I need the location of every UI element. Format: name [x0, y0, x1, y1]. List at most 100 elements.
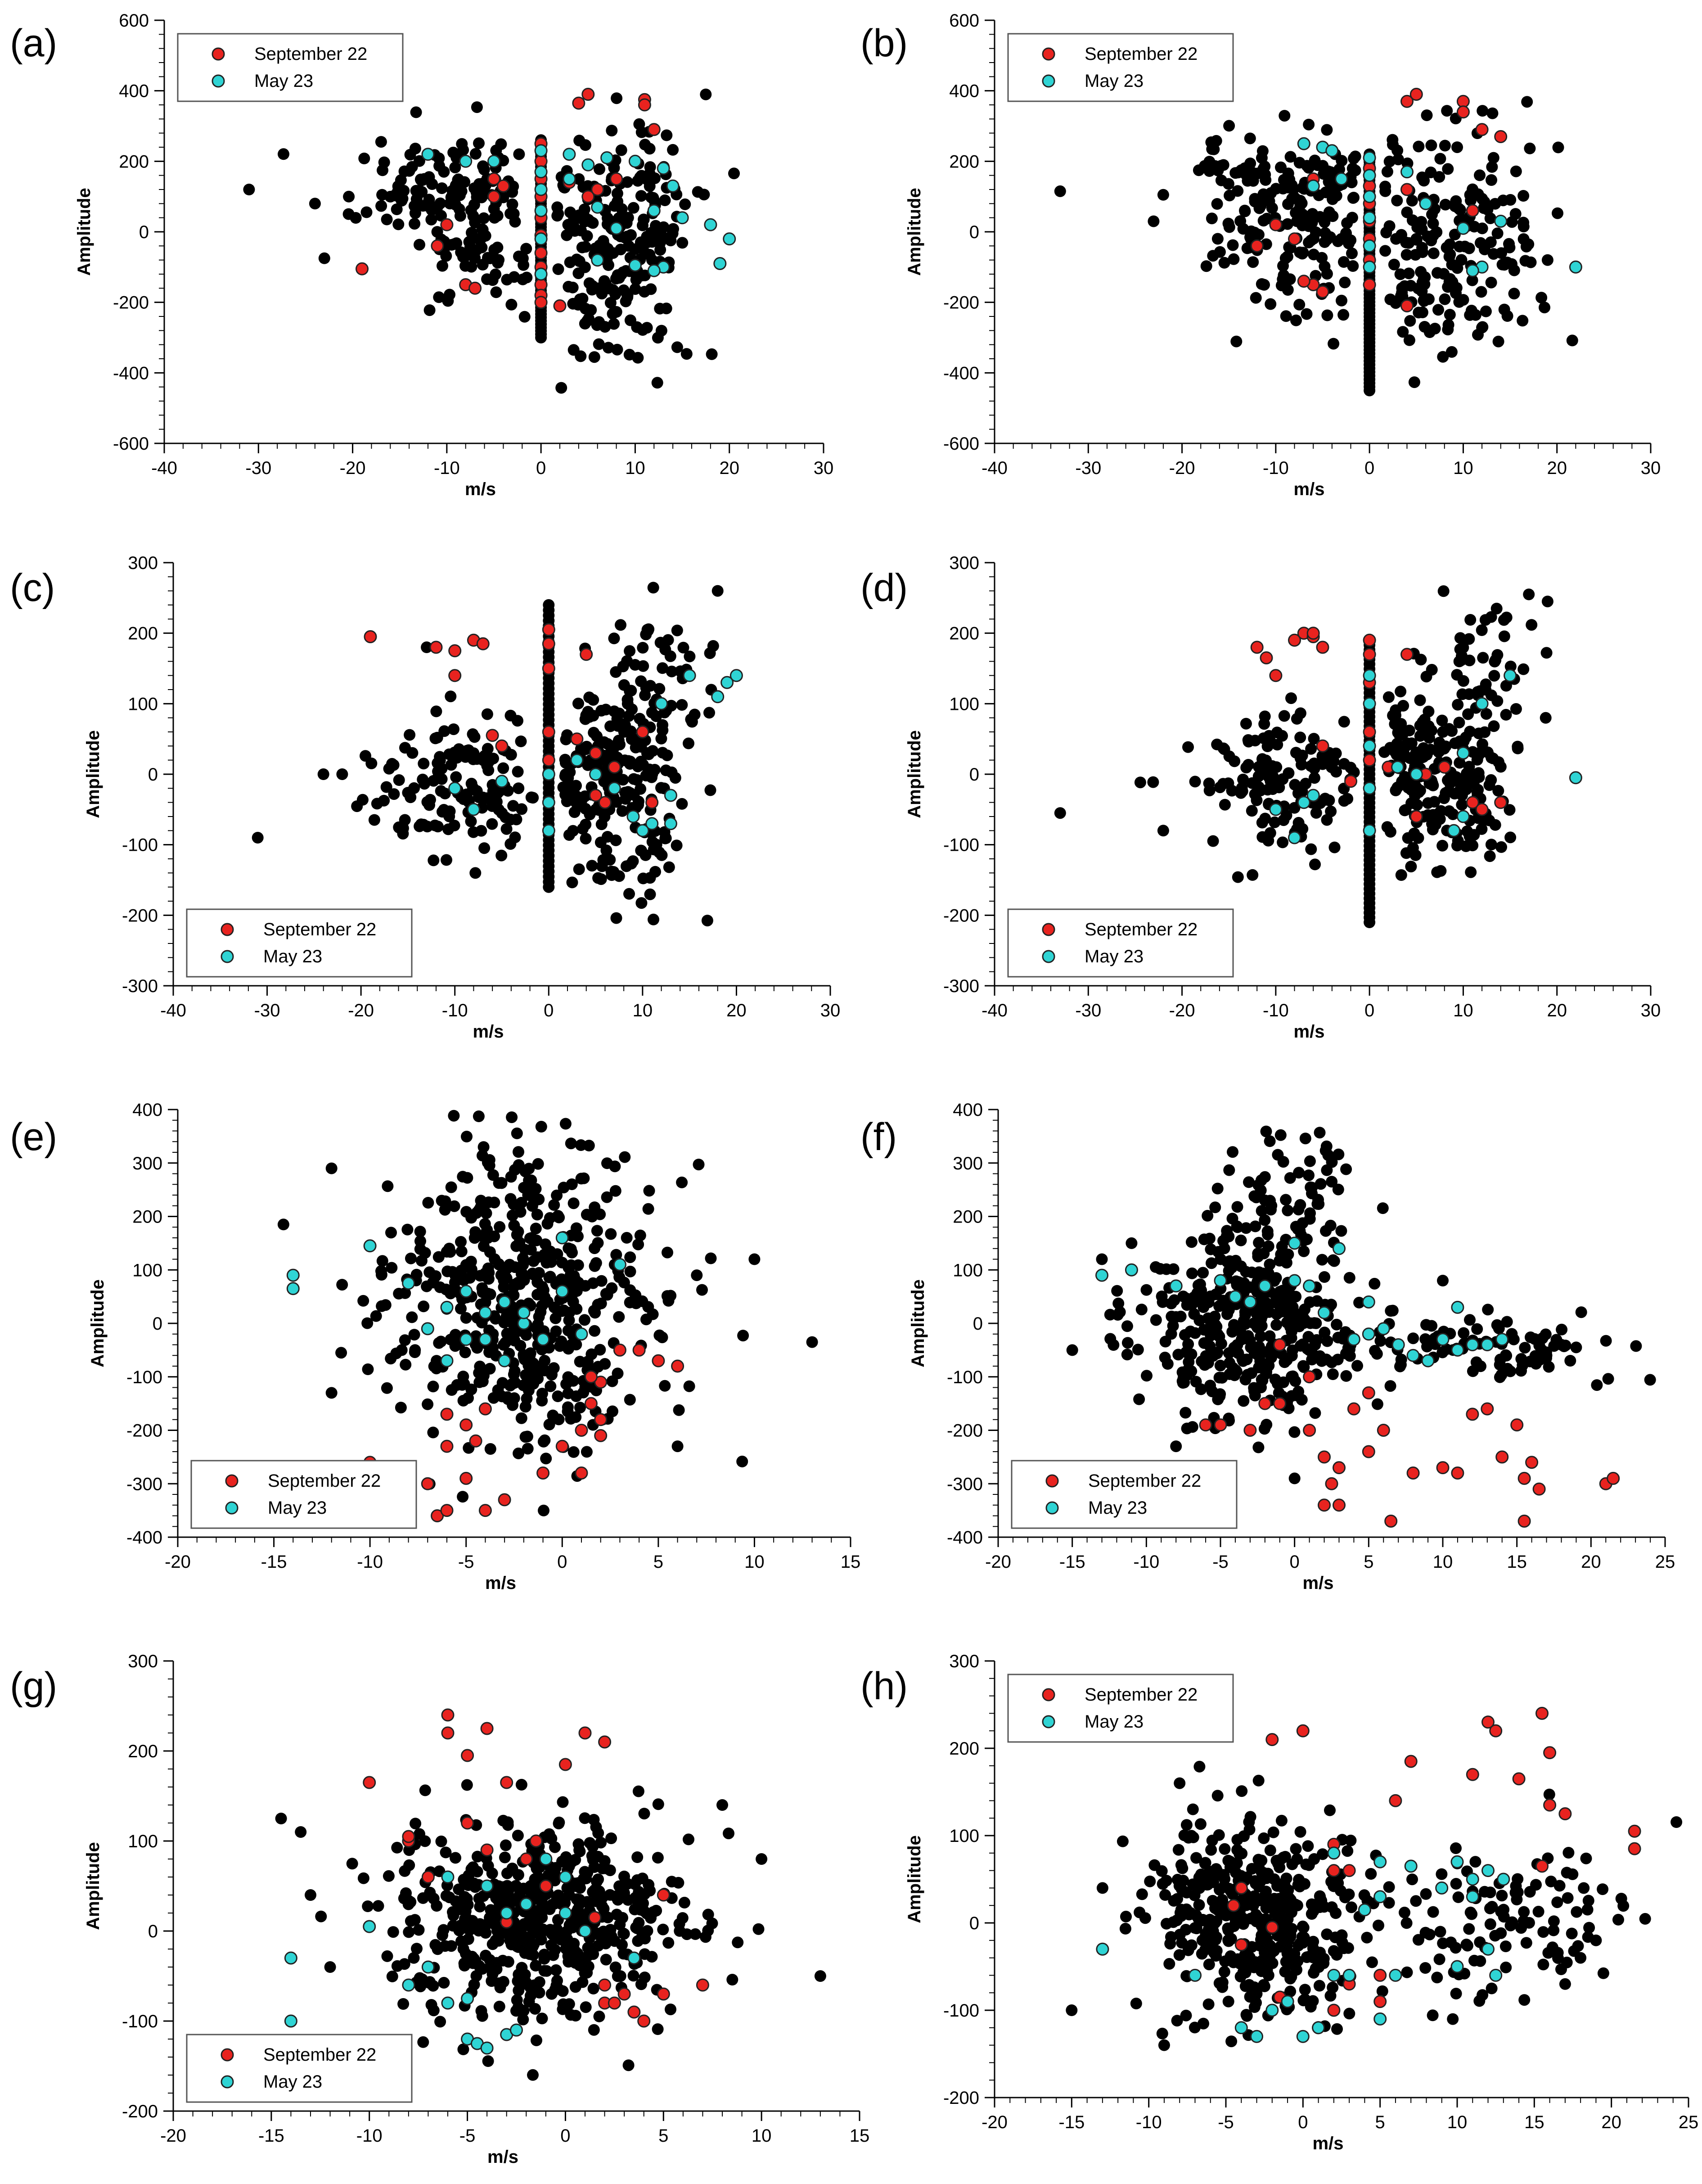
background-point	[517, 1259, 529, 1271]
background-point	[564, 256, 576, 268]
background-point	[325, 1387, 338, 1399]
data-point	[1456, 105, 1470, 119]
background-point	[487, 753, 499, 765]
background-point	[504, 838, 517, 850]
data-point	[1362, 1386, 1375, 1399]
data-point	[1362, 1445, 1375, 1458]
background-point	[1340, 1348, 1352, 1360]
background-point	[1495, 1927, 1507, 1939]
background-point	[482, 1232, 494, 1244]
background-point	[494, 1221, 506, 1233]
data-point	[1466, 796, 1479, 809]
background-point	[1423, 720, 1435, 732]
background-point	[1390, 785, 1402, 796]
background-point	[482, 1196, 495, 1208]
background-point	[660, 832, 672, 844]
background-point	[1382, 691, 1395, 703]
data-point	[1362, 1295, 1375, 1309]
background-point	[523, 1995, 535, 2008]
background-point	[1371, 1398, 1383, 1410]
background-point	[580, 1873, 592, 1885]
background-point	[632, 352, 644, 364]
background-point	[1535, 292, 1548, 304]
x-tick-label: 20	[719, 458, 739, 478]
background-point	[1296, 785, 1308, 797]
background-point	[1324, 1804, 1336, 1816]
panel-label-f: (f)	[860, 1115, 897, 1159]
background-point	[1488, 720, 1500, 732]
background-point	[487, 1169, 499, 1181]
background-point	[1437, 726, 1449, 738]
background-point	[549, 1841, 561, 1853]
background-point	[674, 1925, 686, 1937]
x-tick-label: -10	[1133, 1552, 1159, 1572]
y-tick-label: -100	[126, 1367, 162, 1387]
data-point	[1363, 278, 1376, 291]
y-tick-label: -400	[947, 1528, 983, 1548]
data-point	[1269, 803, 1283, 816]
background-point	[1492, 785, 1504, 797]
background-point	[1487, 248, 1499, 260]
background-point	[514, 1931, 526, 1943]
data-point	[1400, 648, 1414, 661]
data-point	[1466, 1338, 1479, 1351]
background-point	[381, 213, 393, 226]
background-point	[441, 854, 452, 866]
data-point	[534, 165, 548, 179]
background-point	[1498, 630, 1510, 642]
y-tick-label: 400	[119, 81, 149, 101]
background-point	[602, 212, 613, 224]
data-point	[1363, 169, 1376, 182]
data-point	[636, 824, 649, 837]
data-point	[498, 1295, 511, 1309]
background-point	[419, 1784, 431, 1796]
legend-marker-may	[212, 74, 225, 88]
background-point	[404, 149, 416, 161]
background-point	[1342, 793, 1354, 805]
background-point	[556, 1257, 568, 1268]
background-point	[408, 1329, 420, 1341]
data-point	[1438, 760, 1451, 774]
background-point	[315, 1910, 327, 1922]
data-point	[1229, 1290, 1242, 1304]
background-point	[1342, 1845, 1354, 1857]
background-point	[1338, 758, 1350, 770]
background-point	[1243, 1816, 1255, 1828]
y-tick-label: -200	[126, 1421, 162, 1441]
background-point	[497, 1976, 509, 1988]
background-point	[1335, 233, 1347, 245]
background-point	[515, 1412, 527, 1424]
x-tick-label: 25	[1655, 1552, 1675, 1572]
background-point	[1396, 282, 1408, 294]
background-point	[1264, 1330, 1276, 1342]
background-point	[1270, 1319, 1283, 1331]
background-point	[1215, 1338, 1227, 1350]
background-point	[536, 1281, 548, 1293]
background-point	[450, 1269, 461, 1282]
background-point	[445, 690, 457, 703]
background-point	[1157, 189, 1169, 201]
background-point	[477, 1141, 490, 1153]
background-point	[1351, 1360, 1363, 1372]
background-point	[638, 286, 650, 298]
background-point	[1311, 159, 1324, 171]
background-point	[581, 1209, 593, 1221]
legend-label-september: September 22	[268, 1471, 381, 1491]
background-point	[1373, 1919, 1384, 1931]
background-point	[662, 634, 674, 646]
legend-box	[1007, 33, 1234, 102]
data-point	[402, 1830, 415, 1843]
background-point	[478, 212, 490, 224]
data-point	[519, 1897, 533, 1911]
background-point	[1490, 654, 1502, 666]
background-point	[490, 268, 502, 280]
data-point	[1475, 803, 1489, 816]
background-point	[557, 1796, 569, 1808]
background-point	[613, 773, 625, 785]
background-point	[604, 1889, 616, 1901]
background-point	[1194, 1278, 1206, 1291]
data-point	[1297, 275, 1310, 288]
background-point	[1328, 338, 1340, 350]
background-point	[1463, 1923, 1475, 1935]
background-point	[1444, 309, 1456, 321]
